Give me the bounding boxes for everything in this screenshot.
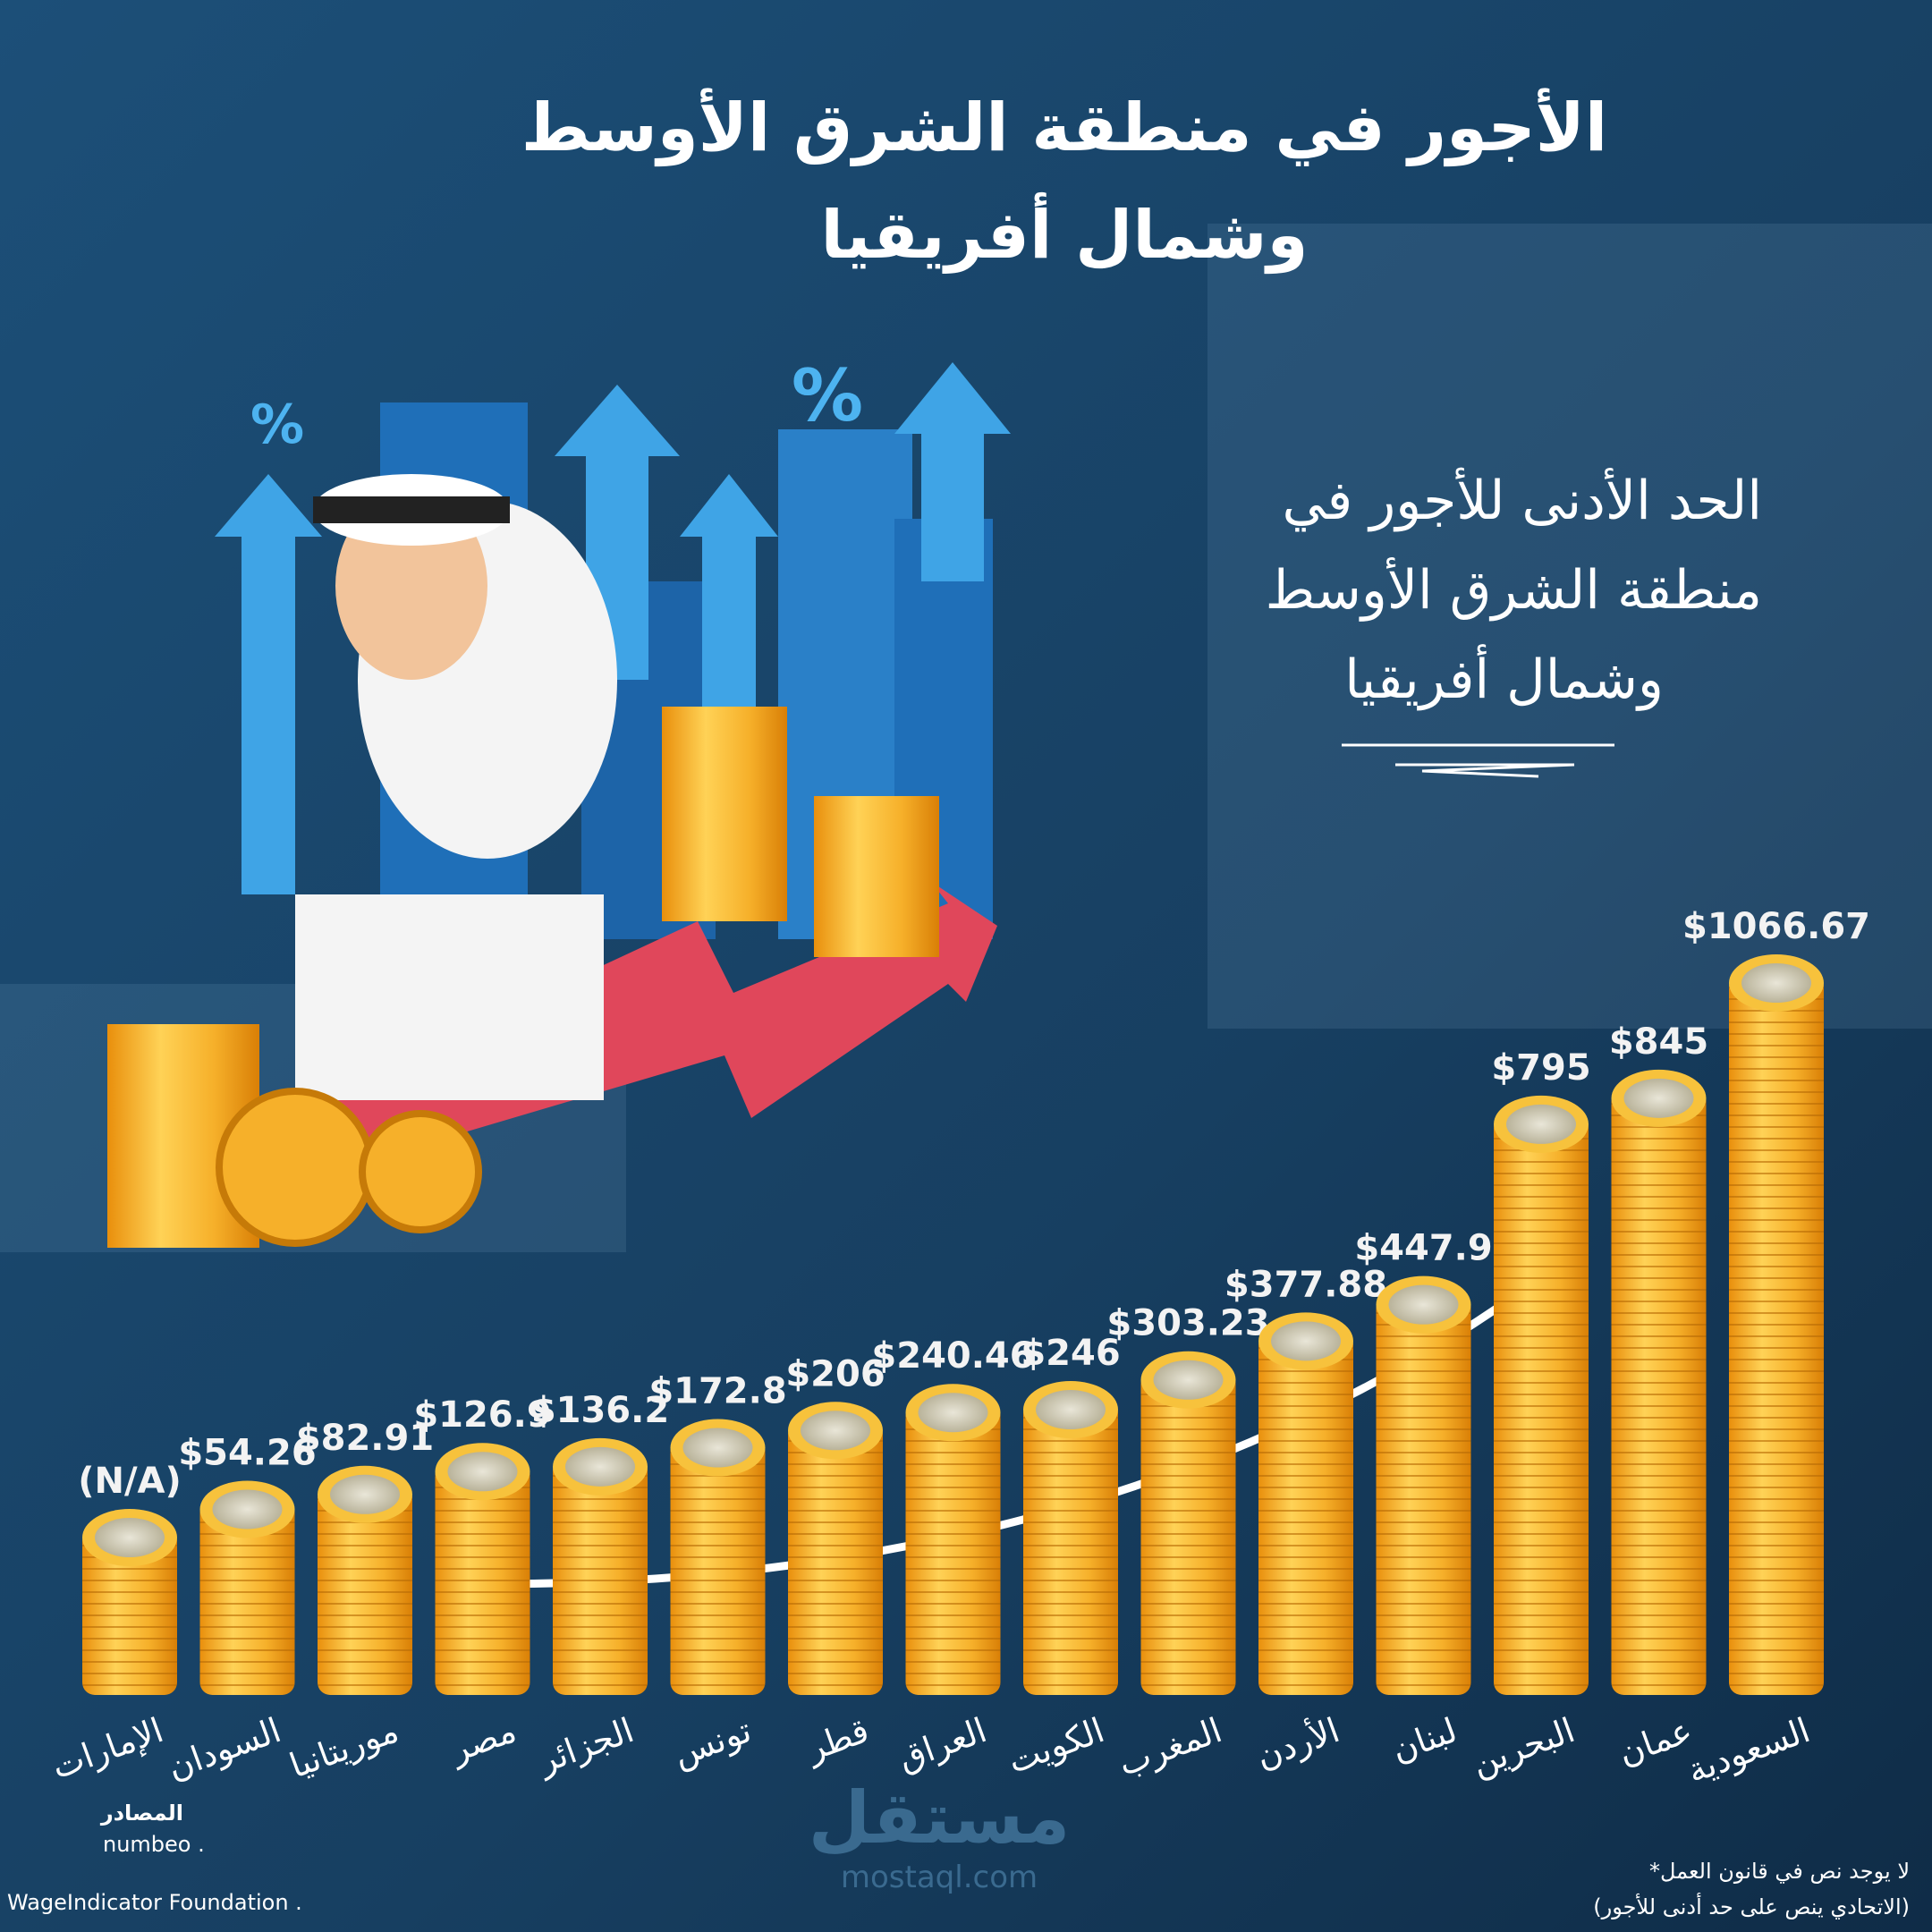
stack-ridges <box>1494 1114 1589 1695</box>
stack-ridges <box>1140 1370 1236 1695</box>
coin-face <box>330 1474 400 1514</box>
svg-text:%: % <box>792 354 863 437</box>
coin-face <box>1271 1321 1341 1361</box>
subtitle: منطقة الشرق الأوسط <box>1266 557 1762 622</box>
coin-stack <box>1611 1069 1707 1695</box>
coin-face <box>447 1452 518 1492</box>
coin-stack <box>905 1384 1001 1695</box>
stack-ridges <box>82 1529 177 1695</box>
value-label: $246 <box>1021 1333 1120 1374</box>
coin-stack <box>318 1465 412 1695</box>
stack-ridges <box>1258 1332 1353 1695</box>
footnote: لا يوجد نص في قانون العمل* <box>1649 1859 1910 1884</box>
value-label: (N/A) <box>78 1461 182 1502</box>
coin-face <box>1741 963 1811 1003</box>
coin-face <box>1388 1284 1459 1325</box>
value-label: $136.2 <box>531 1390 669 1431</box>
logo-url: mostaql.com <box>841 1860 1038 1895</box>
stack-ridges <box>435 1462 530 1695</box>
coin-face <box>212 1489 283 1530</box>
coin-face <box>918 1393 988 1433</box>
value-label: $845 <box>1609 1021 1708 1063</box>
coin-stack <box>435 1443 530 1695</box>
source: WageIndicator Foundation . <box>7 1890 302 1915</box>
stack-ridges <box>1376 1295 1471 1695</box>
svg-text:%: % <box>250 394 304 456</box>
stack-ridges <box>318 1485 412 1695</box>
coin-stack <box>553 1437 648 1695</box>
coin-face <box>565 1446 635 1487</box>
coin-stack <box>1023 1381 1118 1695</box>
value-label: $795 <box>1491 1047 1590 1089</box>
coin-stack <box>1376 1275 1471 1695</box>
footnote: (الاتحادي ينص على حد أدنى للأجور) <box>1593 1893 1910 1919</box>
coin-stack <box>199 1480 295 1695</box>
coin-face <box>95 1518 165 1557</box>
stack-ridges <box>553 1457 648 1695</box>
value-label: $172.8 <box>648 1371 786 1412</box>
stack-ridges <box>199 1500 295 1695</box>
stack-ridges <box>1023 1401 1118 1695</box>
value-label: $54.26 <box>178 1432 316 1473</box>
subtitle: وشمال أفريقيا <box>1344 644 1664 711</box>
coin-face <box>1506 1104 1576 1144</box>
source: numbeo . <box>103 1832 205 1857</box>
coin-stack <box>670 1419 766 1695</box>
stack-ridges <box>788 1421 883 1695</box>
coin-stack <box>1494 1095 1589 1695</box>
value-label: $206 <box>785 1353 885 1394</box>
coin-face <box>1623 1078 1694 1118</box>
value-label: $447.9 <box>1354 1228 1492 1269</box>
coin-stack <box>1140 1351 1236 1695</box>
stack-ridges <box>905 1403 1001 1695</box>
logo: مستقل <box>809 1776 1071 1860</box>
coin-stack <box>1729 954 1824 1695</box>
illustration: % % <box>107 354 1011 1248</box>
title: الأجور في منطقة الشرق الأوسط <box>521 88 1608 167</box>
value-label: $1066.67 <box>1682 906 1870 947</box>
coin-face <box>682 1428 753 1468</box>
title: وشمال أفريقيا <box>820 191 1308 275</box>
value-label: $377.88 <box>1224 1264 1387 1305</box>
coin-stack <box>1258 1312 1353 1695</box>
value-label: $240.46 <box>871 1335 1034 1377</box>
value-label: $303.23 <box>1106 1303 1269 1344</box>
coin-face <box>1153 1360 1224 1400</box>
sources-heading: المصادر <box>100 1801 183 1826</box>
stack-ridges <box>670 1438 766 1695</box>
subtitle: الحد الأدنى للأجور في <box>1282 468 1762 532</box>
coin-stack <box>82 1509 177 1695</box>
stack-ridges <box>1611 1089 1707 1695</box>
coin-face <box>1036 1390 1106 1430</box>
coin-face <box>801 1411 870 1451</box>
stack-ridges <box>1729 974 1824 1695</box>
value-label: $126.9 <box>413 1394 551 1436</box>
coin-stack <box>788 1402 883 1695</box>
background-texture <box>0 224 1932 1252</box>
divider-mark <box>1395 763 1575 778</box>
value-label: $82.91 <box>296 1418 434 1459</box>
